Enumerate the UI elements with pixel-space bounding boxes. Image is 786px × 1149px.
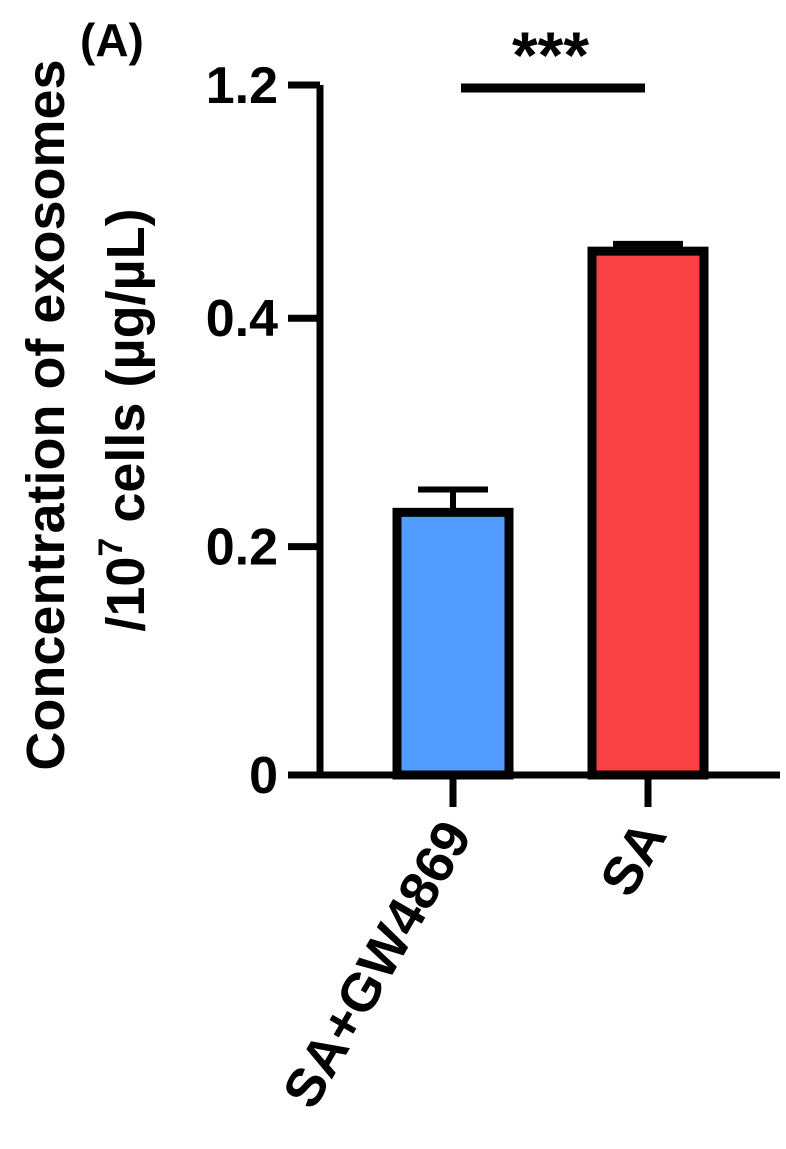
bar xyxy=(587,246,709,780)
significance-label: *** xyxy=(512,18,589,92)
y-axis-title-line2: /107 cells (µg/µL) xyxy=(92,208,156,631)
x-axis: SA+GW4869 SA xyxy=(272,771,780,1118)
x-tick-label: SA xyxy=(589,811,678,906)
bar xyxy=(392,507,514,780)
y-axis-title-line1: Concentration of exosomes xyxy=(16,59,76,770)
y-tick-label: 1.2 xyxy=(206,57,278,115)
x-tick-label: SA+GW4869 xyxy=(272,811,484,1118)
significance-annotation: *** xyxy=(461,18,645,93)
y-tick-label: 0.2 xyxy=(206,519,278,577)
panel-label: (A) xyxy=(80,14,144,66)
y-axis: 0 0.2 0.4 1.2 xyxy=(206,57,324,805)
bars xyxy=(392,240,709,780)
y-tick-label: 0.4 xyxy=(206,290,278,348)
y-tick-label: 0 xyxy=(249,747,278,805)
